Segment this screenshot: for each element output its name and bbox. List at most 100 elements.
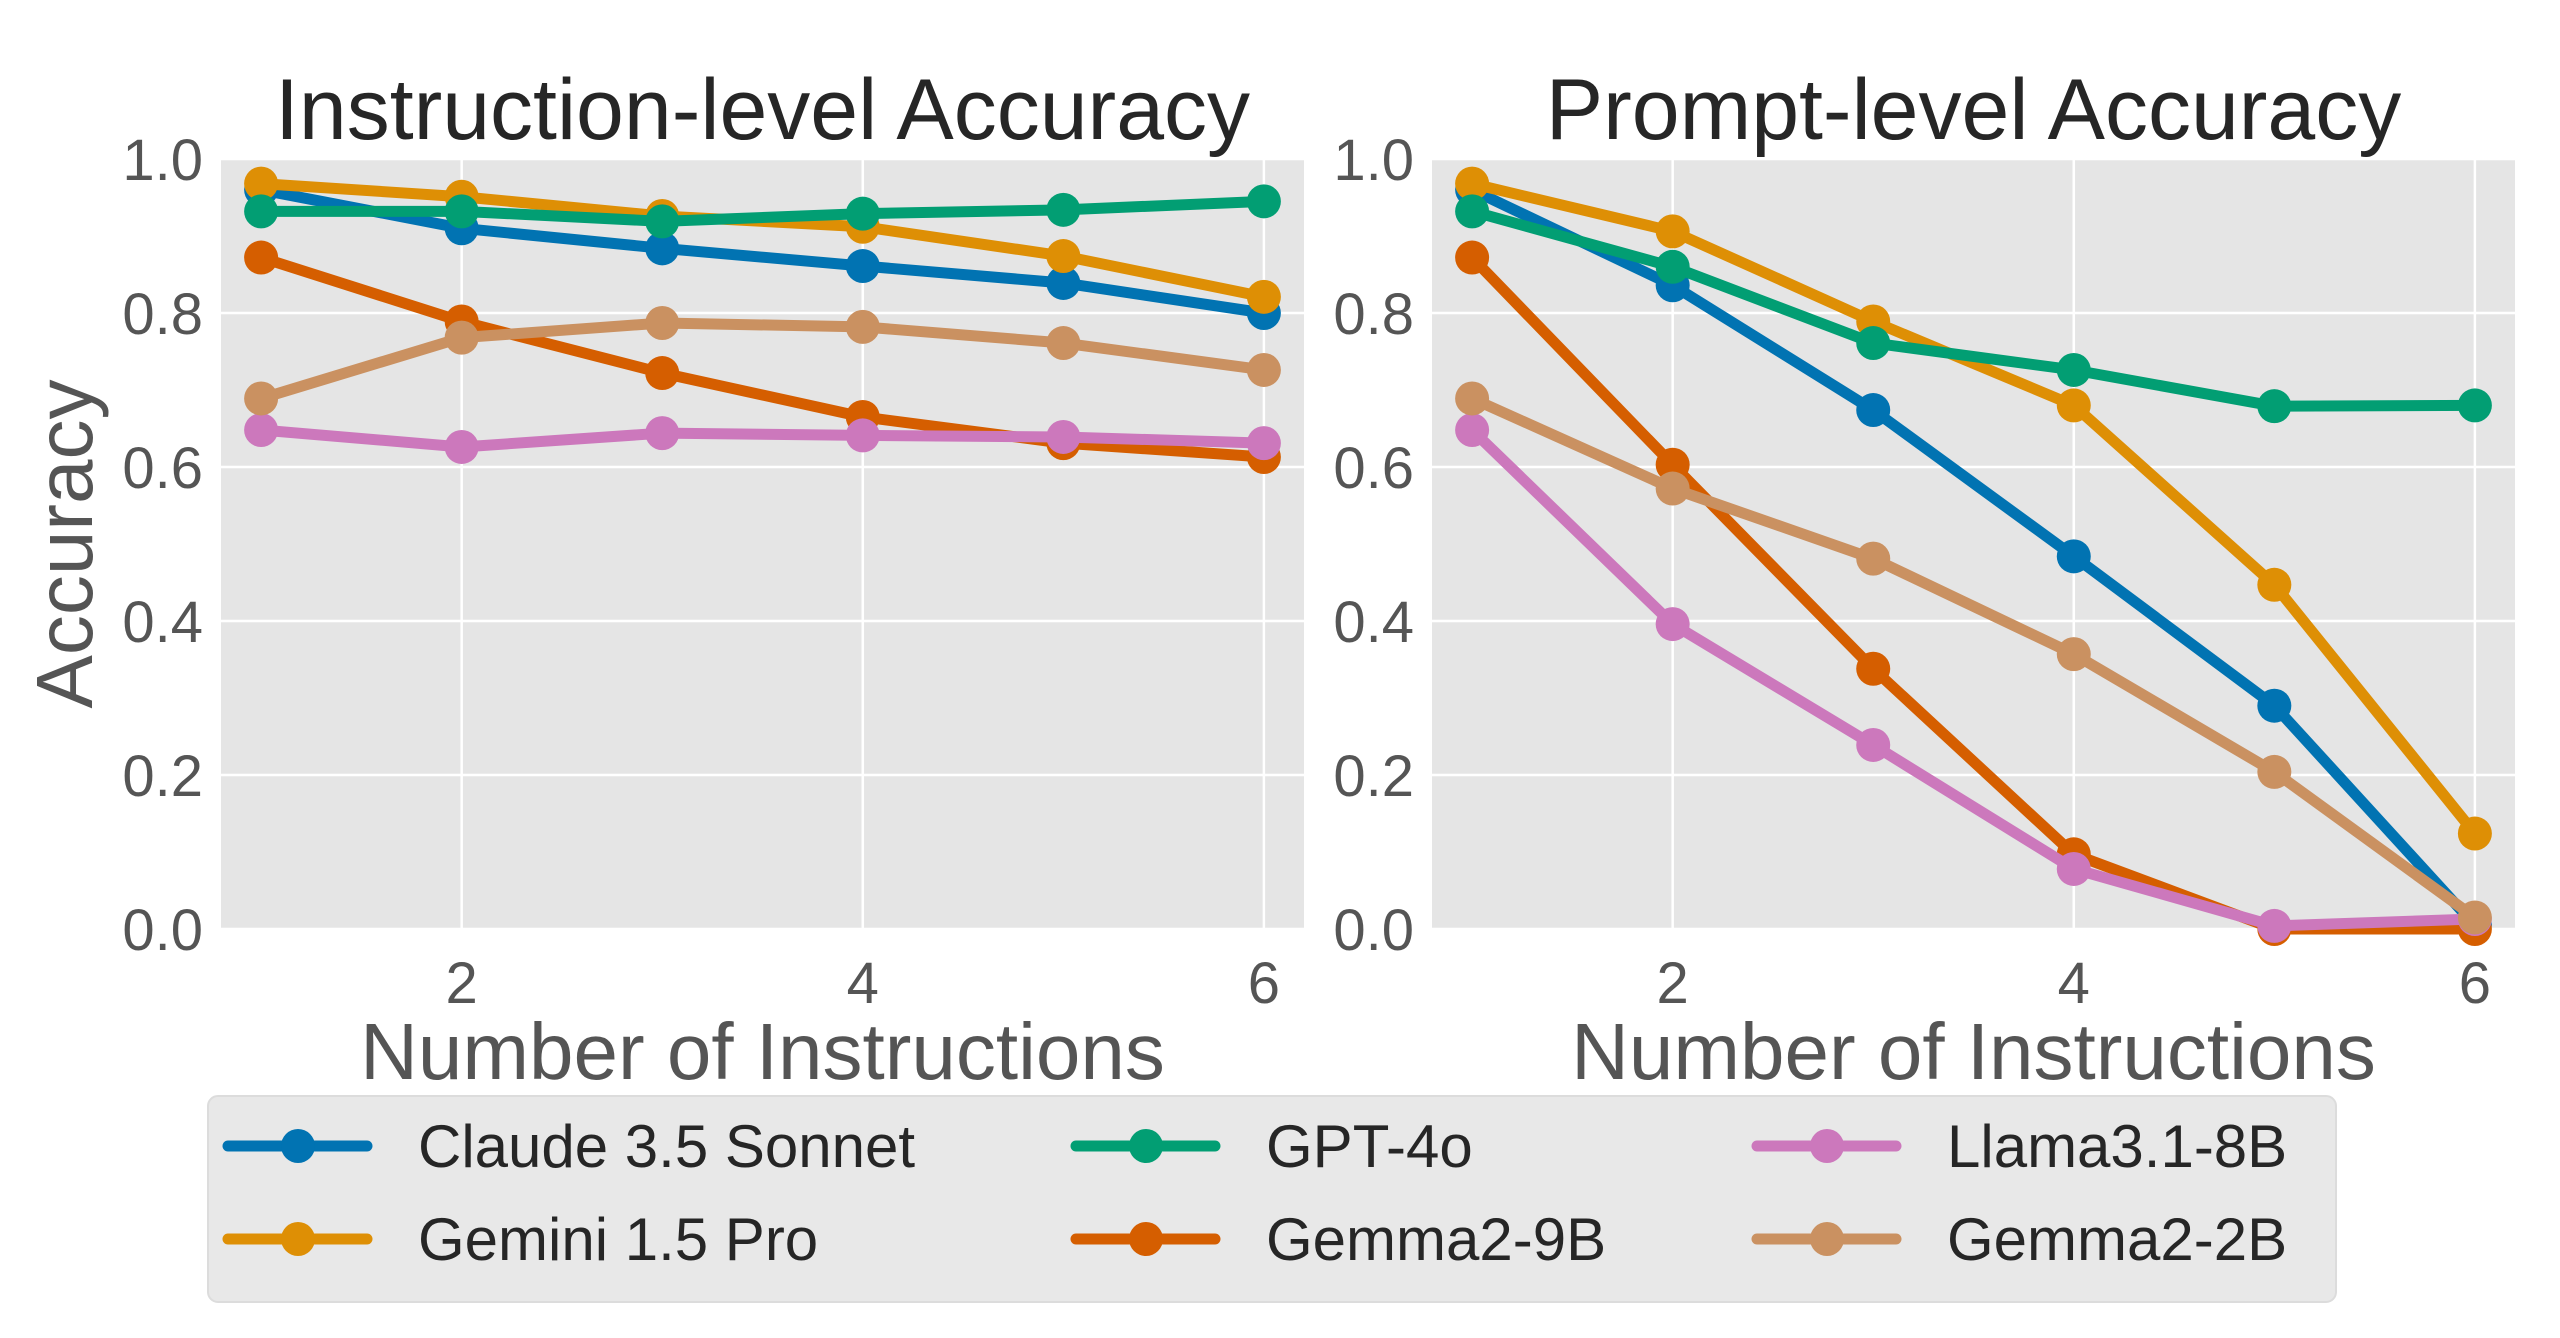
- prompt-level-panel: 0.0 0.2 0.4 0.6 0.8 1.0 2 4 6 Prompt-level Accu…: [1333, 62, 2515, 1096]
- data-point: [1655, 447, 1690, 482]
- data-point: [1856, 651, 1891, 686]
- series-line: [255, 252, 1270, 463]
- y-tick-label: 0.6: [122, 436, 203, 501]
- y-tick-label: 0.8: [1333, 282, 1414, 347]
- data-point: [1455, 381, 1490, 416]
- legend-label: Gemma2-9B: [1266, 1206, 1606, 1273]
- data-point: [1246, 352, 1281, 387]
- series-layer: [1455, 166, 2492, 946]
- legend-marker-icon: [1810, 1129, 1844, 1163]
- data-point: [244, 240, 279, 275]
- legend-entry: GPT-4o: [1070, 1113, 1473, 1180]
- data-point: [1856, 393, 1891, 428]
- legend-label: GPT-4o: [1266, 1113, 1473, 1180]
- data-point: [444, 194, 479, 229]
- series-gpt-4o: [244, 184, 1281, 239]
- data-point: [1046, 326, 1081, 361]
- legend-marker-icon: [1129, 1129, 1163, 1163]
- series-line: [1466, 178, 2481, 840]
- legend-marker-icon: [281, 1129, 315, 1163]
- series-line: [255, 424, 1270, 453]
- series-line: [255, 317, 1270, 404]
- y-tick-label: 1.0: [1333, 128, 1414, 193]
- data-point: [1246, 426, 1281, 461]
- data-point: [2257, 389, 2292, 424]
- x-tick-labels: 2 4 6: [446, 951, 1280, 1016]
- instruction-level-panel: 0.0 0.2 0.4 0.6 0.8 1.0 2 4 6 Instruction-level…: [20, 62, 1304, 1096]
- data-point: [2257, 567, 2292, 602]
- legend-label: Llama3.1-8B: [1947, 1113, 2287, 1180]
- data-point: [1856, 541, 1891, 576]
- data-point: [2257, 754, 2292, 789]
- data-point: [1856, 727, 1891, 762]
- series-gpt-4o: [1455, 194, 2492, 424]
- legend-entries: Claude 3.5 Sonnet Gemini 1.5 Pro GPT-4o Gem…: [222, 1113, 2287, 1273]
- data-point: [845, 309, 880, 344]
- data-point: [244, 413, 279, 448]
- legend-entry: Llama3.1-8B: [1751, 1113, 2287, 1180]
- y-tick-labels: 0.0 0.2 0.4 0.6 0.8 1.0: [122, 128, 203, 963]
- x-axis-label: Number of Instructions: [360, 1007, 1165, 1096]
- y-tick-label: 0.2: [122, 744, 203, 809]
- data-point: [645, 306, 680, 341]
- data-point: [2056, 539, 2091, 574]
- data-point: [244, 194, 279, 229]
- data-point: [1655, 471, 1690, 506]
- y-tick-label: 0.0: [122, 898, 203, 963]
- x-tick-label: 2: [446, 951, 478, 1016]
- data-point: [2257, 688, 2292, 723]
- data-point: [1046, 419, 1081, 454]
- x-tick-label: 4: [2058, 951, 2090, 1016]
- data-point: [1046, 265, 1081, 300]
- y-tick-label: 0.4: [122, 590, 203, 655]
- data-point: [1856, 326, 1891, 361]
- series-line: [1466, 184, 2481, 931]
- data-point: [1246, 184, 1281, 219]
- chart-title: Instruction-level Accuracy: [275, 62, 1250, 158]
- legend-marker-icon: [281, 1222, 315, 1256]
- x-tick-label: 6: [1248, 951, 1280, 1016]
- series-line: [1466, 424, 2481, 932]
- legend-label: Gemma2-2B: [1947, 1206, 2287, 1273]
- y-tick-label: 1.0: [122, 128, 203, 193]
- data-point: [444, 320, 479, 355]
- x-tick-label: 4: [847, 951, 879, 1016]
- legend-entry: Gemma2-2B: [1751, 1206, 2287, 1273]
- data-point: [1046, 239, 1081, 274]
- data-point: [244, 166, 279, 201]
- data-point: [2056, 851, 2091, 886]
- data-point: [2056, 352, 2091, 387]
- data-point: [645, 231, 680, 266]
- legend-label: Claude 3.5 Sonnet: [418, 1113, 915, 1180]
- data-point: [2457, 900, 2492, 935]
- legend-marker-icon: [1129, 1222, 1163, 1256]
- series-line: [255, 184, 1270, 319]
- y-tick-label: 0.2: [1333, 744, 1414, 809]
- data-point: [1455, 413, 1490, 448]
- legend-label: Gemini 1.5 Pro: [418, 1206, 818, 1273]
- data-point: [1455, 166, 1490, 201]
- series-llama3-1-8b: [244, 413, 1281, 464]
- legend-entry: Gemini 1.5 Pro: [222, 1206, 818, 1273]
- data-point: [845, 249, 880, 284]
- data-point: [845, 418, 880, 453]
- x-axis-label: Number of Instructions: [1571, 1007, 2376, 1096]
- data-point: [444, 429, 479, 464]
- data-point: [2056, 388, 2091, 423]
- data-point: [2056, 637, 2091, 672]
- data-point: [1246, 279, 1281, 314]
- y-tick-label: 0.8: [122, 282, 203, 347]
- data-point: [645, 204, 680, 239]
- data-point: [1655, 607, 1690, 642]
- data-point: [2257, 908, 2292, 943]
- data-point: [1455, 240, 1490, 275]
- x-tick-label: 6: [2459, 951, 2491, 1016]
- data-point: [1655, 214, 1690, 249]
- data-point: [244, 381, 279, 416]
- data-point: [645, 416, 680, 451]
- data-point: [645, 356, 680, 391]
- data-point: [2457, 816, 2492, 851]
- legend-marker-icon: [1810, 1222, 1844, 1256]
- legend-entry: Gemma2-9B: [1070, 1206, 1606, 1273]
